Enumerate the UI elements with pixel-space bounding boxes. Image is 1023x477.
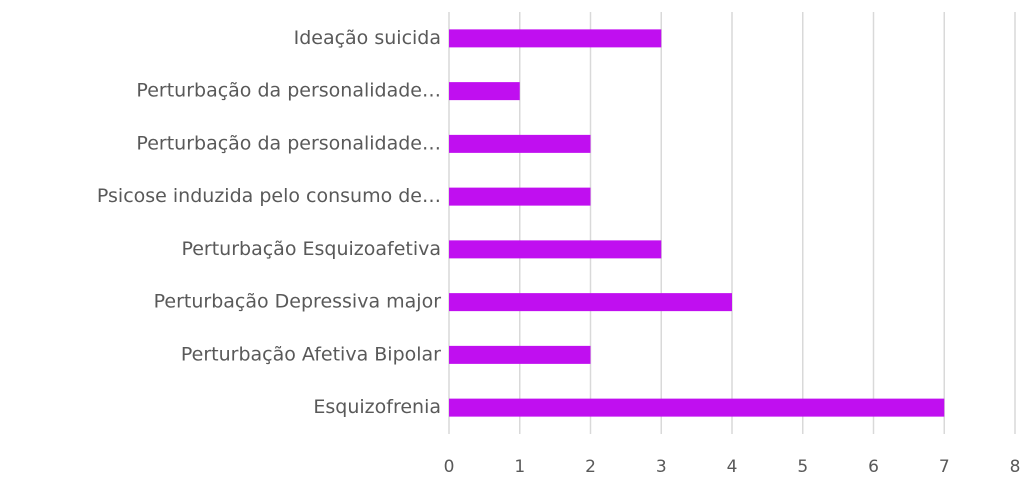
x-tick-label: 2 (585, 457, 596, 477)
bar (449, 240, 662, 259)
bar (449, 134, 591, 153)
bar (449, 398, 945, 417)
x-tick-label: 7 (939, 457, 950, 477)
y-tick-label: Perturbação Esquizoafetiva (181, 238, 441, 260)
x-tick-label: 0 (444, 457, 455, 477)
bar (449, 82, 520, 101)
x-tick-label: 1 (514, 457, 525, 477)
y-tick-label: Ideação suicida (294, 27, 441, 49)
bar (449, 293, 732, 312)
y-tick-label: Esquizofrenia (313, 396, 441, 418)
x-tick-label: 3 (656, 457, 667, 477)
bar (449, 29, 662, 48)
y-tick-label: Psicose induzida pelo consumo de… (97, 185, 441, 207)
y-tick-label: Perturbação Afetiva Bipolar (181, 343, 441, 365)
x-tick-label: 4 (727, 457, 738, 477)
y-tick-label: Perturbação da personalidade… (136, 80, 441, 102)
bar (449, 187, 591, 206)
x-tick-label: 5 (797, 457, 808, 477)
y-tick-label: Perturbação da personalidade… (136, 132, 441, 154)
bar (449, 345, 591, 364)
x-tick-label: 6 (868, 457, 879, 477)
y-tick-label: Perturbação Depressiva major (154, 291, 442, 313)
x-tick-label: 8 (1010, 457, 1021, 477)
